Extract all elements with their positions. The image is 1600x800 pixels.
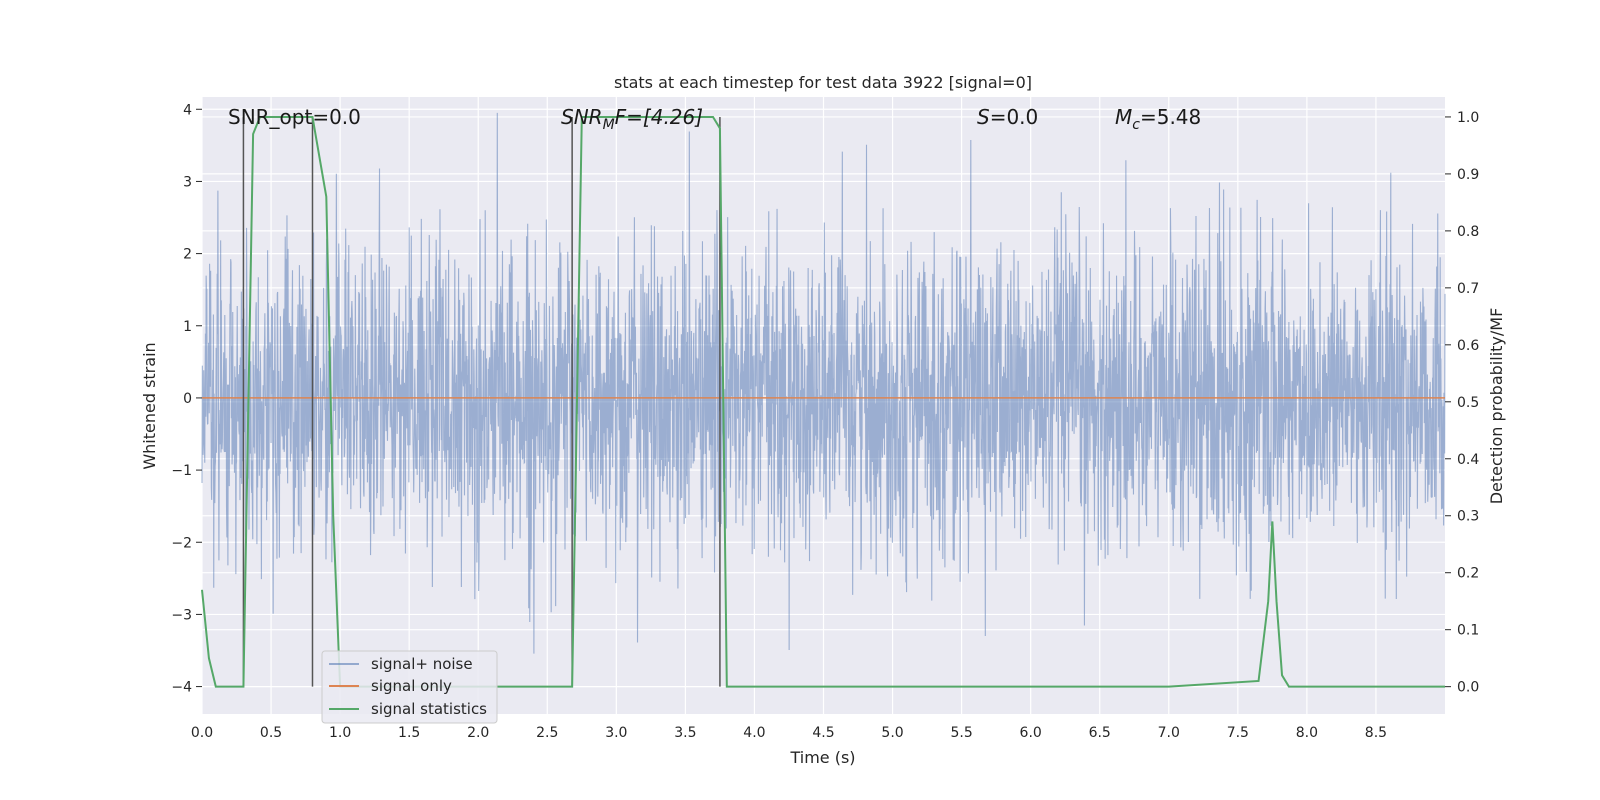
mc-subscript: c xyxy=(1132,117,1140,133)
x-axis-label: Time (s) xyxy=(789,748,855,767)
y-left-tick-label: −1 xyxy=(171,463,192,479)
y-axis-right-label: Detection probability/MF xyxy=(1487,308,1506,505)
mc-tail: =5.48 xyxy=(1140,105,1201,129)
x-tick-label: 6.5 xyxy=(1089,725,1111,741)
legend-label-signal-noise: signal+ noise xyxy=(371,655,473,673)
x-tick-label: 0.5 xyxy=(260,725,282,741)
snr-mf-main: SNR xyxy=(561,105,603,129)
x-tick-label: 4.5 xyxy=(812,725,834,741)
y-right-tick-label: 0.3 xyxy=(1457,509,1479,525)
y-right-tick-label: 0.2 xyxy=(1457,566,1479,582)
snr-mf-subscript: M xyxy=(603,117,615,133)
y-left-tick-label: 0 xyxy=(183,391,192,407)
y-right-tick-label: 0.6 xyxy=(1457,338,1479,354)
x-tick-label: 5.5 xyxy=(950,725,972,741)
y-left-tick-label: −2 xyxy=(171,535,192,551)
x-tick-label: 1.0 xyxy=(329,725,351,741)
x-tick-label: 3.5 xyxy=(674,725,696,741)
legend-label-signal-only: signal only xyxy=(371,677,452,695)
signal-noise-line xyxy=(201,112,1446,654)
y-right-tick-label: 1.0 xyxy=(1457,110,1479,126)
s-main: S xyxy=(977,105,990,129)
x-tick-label: 7.5 xyxy=(1227,725,1249,741)
mc-main: M xyxy=(1115,105,1132,129)
y-left-tick-label: −4 xyxy=(171,680,192,696)
line-layer xyxy=(201,115,1445,688)
y-right-tick-label: 0.0 xyxy=(1457,680,1479,696)
x-tick-label: 2.0 xyxy=(467,725,489,741)
signal-noise-series xyxy=(201,112,1446,654)
y-right-tick-label: 0.9 xyxy=(1457,167,1479,183)
y-left-tick-label: 3 xyxy=(183,174,192,190)
x-tick-label: 6.0 xyxy=(1020,725,1042,741)
s-tail: =0.0 xyxy=(990,105,1039,129)
x-tick-label: 5.0 xyxy=(881,725,903,741)
chart-title: stats at each timestep for test data 392… xyxy=(614,73,1032,92)
legend-label-signal-statistics: signal statistics xyxy=(371,700,487,718)
x-tick-label: 7.0 xyxy=(1158,725,1180,741)
snr-mf-annotation: SNRMF=[4.26] xyxy=(561,105,703,133)
x-tick-label: 0.0 xyxy=(191,725,213,741)
x-tick-label: 3.0 xyxy=(605,725,627,741)
y-axis-left-label: Whitened strain xyxy=(140,342,159,469)
y-right-tick-label: 0.8 xyxy=(1457,224,1479,240)
x-tick-label: 8.0 xyxy=(1296,725,1318,741)
snr-opt-annotation: SNR_opt=0.0 xyxy=(228,105,361,129)
s-annotation: S=0.0 xyxy=(977,105,1038,129)
signal-statistics-line xyxy=(201,115,1445,688)
x-tick-label: 2.5 xyxy=(536,725,558,741)
y-left-tick-label: 1 xyxy=(183,319,192,335)
snr-mf-tail: F=[4.26] xyxy=(615,105,703,129)
x-tick-label: 4.0 xyxy=(743,725,765,741)
y-left-tick-label: 4 xyxy=(183,102,192,118)
y-right-tick-label: 0.7 xyxy=(1457,281,1479,297)
y-left-tick-label: 2 xyxy=(183,247,192,263)
y-left-tick-label: −3 xyxy=(171,607,192,623)
legend: signal+ noise signal only signal statist… xyxy=(321,650,498,724)
legend-box xyxy=(321,650,498,724)
mc-annotation: Mc=5.48 xyxy=(1115,105,1201,133)
tick-layer: 0.0 0.5 1.0 1.5 2.0 2.5 3.0 3.5 4.0 4.5 5.0 5.5 6.0 6… xyxy=(171,102,1479,741)
y-right-tick-label: 0.1 xyxy=(1457,623,1479,639)
y-right-tick-label: 0.4 xyxy=(1457,452,1479,468)
y-right-tick-label: 0.5 xyxy=(1457,395,1479,411)
x-tick-label: 1.5 xyxy=(398,725,420,741)
x-tick-label: 8.5 xyxy=(1365,725,1387,741)
